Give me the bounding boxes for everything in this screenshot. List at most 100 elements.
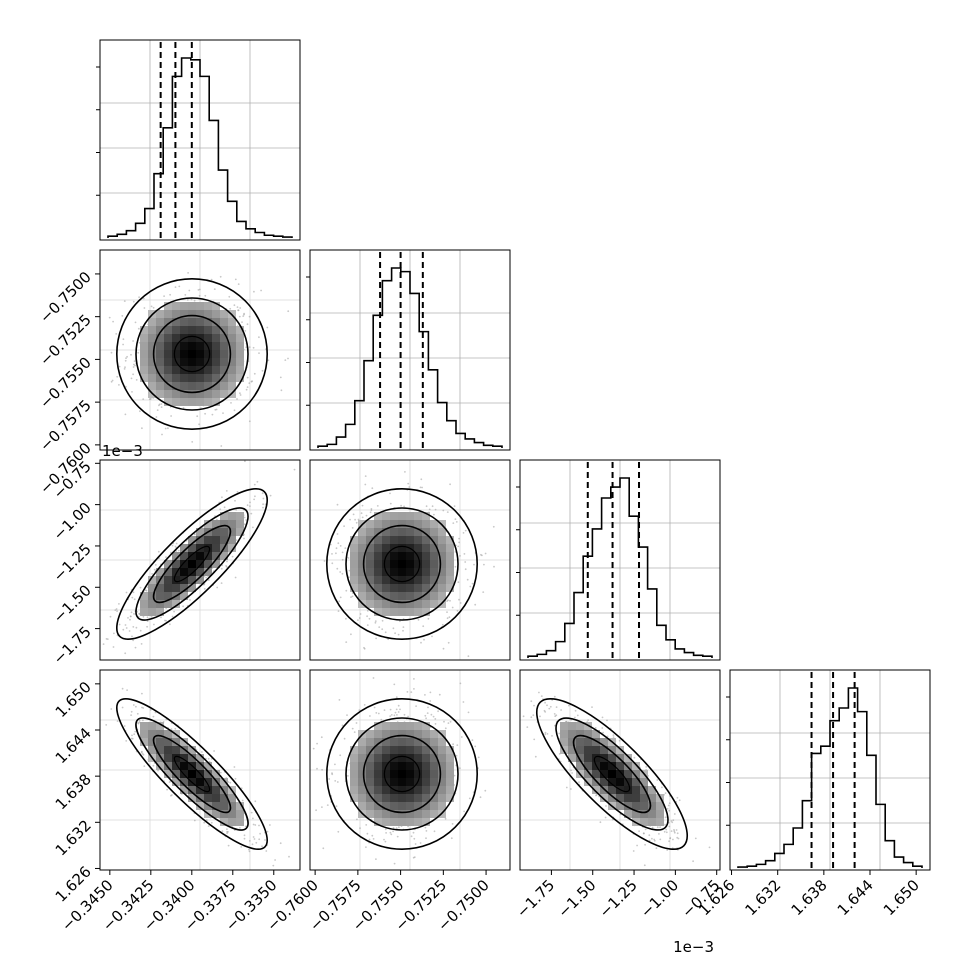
- sample-point: [366, 832, 369, 835]
- density-cell: [438, 592, 446, 600]
- density-cell: [212, 398, 220, 406]
- sample-point: [451, 606, 454, 609]
- sample-point: [339, 754, 342, 757]
- density-cell: [196, 342, 204, 350]
- sample-point: [407, 482, 410, 485]
- sample-point: [113, 632, 115, 635]
- sample-point: [142, 297, 145, 300]
- density-cell: [438, 770, 446, 778]
- density-cell: [148, 592, 156, 600]
- density-cell: [374, 754, 382, 762]
- density-cell: [156, 390, 164, 398]
- contour-line: [152, 734, 232, 814]
- density-cell: [624, 794, 632, 802]
- density-cell: [140, 730, 148, 738]
- sample-point: [361, 516, 364, 519]
- sample-point: [398, 826, 400, 829]
- sample-point: [219, 508, 222, 511]
- sample-point: [480, 553, 482, 556]
- sample-point: [394, 711, 397, 714]
- density-cell: [212, 302, 220, 310]
- sample-point: [135, 626, 138, 629]
- sample-point: [347, 775, 349, 777]
- sample-point: [670, 830, 673, 832]
- sample-point: [173, 610, 176, 613]
- density-cell: [584, 738, 592, 746]
- sample-point: [141, 752, 144, 755]
- sample-point: [130, 710, 133, 713]
- density-cell: [398, 730, 406, 738]
- density-cell: [164, 342, 172, 350]
- density-cell: [414, 770, 422, 778]
- density-cell: [204, 350, 212, 358]
- density-cell: [398, 552, 406, 560]
- sample-point: [132, 340, 135, 342]
- sample-point: [226, 832, 229, 835]
- density-cell: [196, 560, 204, 568]
- density-cell: [156, 584, 164, 592]
- density-cell: [374, 528, 382, 536]
- density-cell: [204, 552, 212, 560]
- density-cell: [390, 560, 398, 568]
- density-cell: [164, 584, 172, 592]
- sample-point: [364, 483, 367, 486]
- sample-point: [384, 828, 387, 831]
- sample-point: [406, 691, 409, 693]
- sample-point: [673, 830, 676, 833]
- sample-point: [198, 288, 201, 291]
- sample-point: [246, 386, 249, 388]
- sample-point: [375, 858, 377, 860]
- sample-point: [124, 624, 127, 626]
- sample-point: [576, 714, 579, 717]
- density-cell: [350, 552, 358, 560]
- sample-point: [329, 543, 332, 546]
- density-cell: [172, 560, 180, 568]
- x-tick-label: −1.75: [513, 876, 558, 921]
- density-cell: [212, 810, 220, 818]
- sample-point: [312, 747, 315, 750]
- sample-point: [424, 694, 426, 696]
- density-cell: [398, 568, 406, 576]
- sample-point: [111, 379, 114, 382]
- sample-point: [390, 714, 393, 716]
- sample-point: [254, 800, 257, 803]
- sample-point: [452, 522, 455, 524]
- density-cell: [172, 738, 180, 746]
- density-cell: [164, 568, 172, 576]
- sample-point: [134, 321, 137, 324]
- density-cell: [220, 374, 228, 382]
- density-cell: [156, 754, 164, 762]
- sample-point: [532, 714, 535, 717]
- density-cell: [228, 528, 236, 536]
- sample-point: [407, 715, 409, 718]
- sample-point: [664, 816, 667, 819]
- density-cell: [406, 778, 414, 786]
- sample-point: [230, 402, 232, 404]
- sample-point: [397, 711, 400, 713]
- density-cell: [220, 794, 228, 802]
- density-cell: [148, 326, 156, 334]
- density-cell: [188, 318, 196, 326]
- sample-point: [389, 708, 392, 711]
- sample-point: [449, 599, 451, 602]
- sample-point: [375, 637, 377, 640]
- sample-point: [442, 647, 445, 650]
- density-cell: [156, 350, 164, 358]
- sample-point: [369, 715, 371, 717]
- histogram-panel-2: [306, 249, 511, 451]
- sample-point: [574, 709, 577, 712]
- density-cell: [414, 786, 422, 794]
- sample-point: [338, 699, 341, 701]
- density-cell: [172, 568, 180, 576]
- sample-point: [658, 833, 660, 835]
- sample-point: [331, 562, 334, 565]
- y-tick-label: −1.50: [50, 581, 95, 626]
- density-cell: [204, 366, 212, 374]
- sample-point: [492, 525, 495, 528]
- density-cell: [406, 794, 414, 802]
- sample-point: [389, 492, 391, 495]
- sample-point: [228, 295, 231, 298]
- density-cell: [382, 770, 390, 778]
- sample-point: [207, 579, 210, 581]
- histogram-panel-1: [96, 39, 301, 241]
